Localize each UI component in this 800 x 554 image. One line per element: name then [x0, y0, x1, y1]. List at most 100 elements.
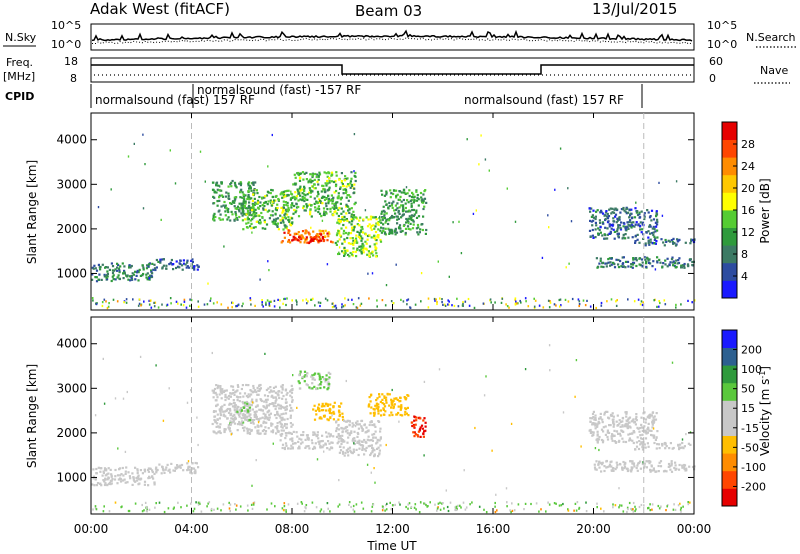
echo-cell [651, 434, 654, 437]
echo-cell [373, 433, 376, 436]
echo-cell [687, 265, 690, 268]
echo-cell [393, 209, 396, 212]
echo-cell [145, 276, 148, 279]
echo-cell [241, 204, 244, 207]
echo-cell [462, 304, 464, 307]
echo-cell [352, 437, 355, 440]
echo-cell [110, 279, 113, 283]
echo-cell [163, 510, 166, 514]
echo-cell [389, 231, 393, 234]
echo-cell [274, 505, 276, 508]
echo-cell [665, 240, 668, 243]
echo-cell [612, 217, 615, 220]
echo-cell [406, 394, 409, 397]
echo-cell [326, 263, 329, 266]
echo-cell [412, 214, 415, 218]
echo-cell [605, 265, 608, 268]
echo-cell [270, 424, 273, 427]
echo-cell [623, 463, 626, 466]
echo-cell [138, 302, 141, 305]
echo-cell [330, 441, 333, 444]
echo-cell [230, 417, 233, 420]
echo-cell [334, 202, 337, 205]
echo-cell [649, 225, 652, 228]
echo-cell [297, 380, 300, 383]
echo-cell [358, 234, 361, 237]
echo-cell [615, 420, 618, 423]
echo-cell [250, 400, 253, 403]
echo-cell [637, 224, 640, 227]
echo-cell [646, 257, 649, 260]
echo-cell [392, 399, 395, 402]
x-tick-label: 00:00 [74, 522, 109, 536]
echo-cell [514, 220, 517, 223]
echo-cell [279, 193, 282, 196]
echo-cell [424, 232, 427, 235]
echo-cell [385, 284, 388, 287]
echo-cell [224, 206, 227, 209]
echo-cell [283, 446, 286, 449]
echo-cell [406, 199, 409, 202]
echo-cell [340, 439, 343, 443]
echo-cell [315, 175, 318, 179]
echo-cell [405, 412, 408, 415]
echo-cell [327, 409, 330, 412]
echo-cell [421, 427, 424, 430]
echo-cell [618, 419, 621, 422]
echo-cell [250, 222, 253, 225]
echo-cell [211, 351, 213, 355]
echo-cell [391, 413, 394, 417]
echo-cell [276, 224, 279, 227]
echo-cell [318, 173, 322, 176]
echo-cell [247, 205, 250, 209]
echo-cell [384, 221, 387, 224]
echo-cell [606, 431, 609, 434]
colorbar-segment [722, 453, 737, 472]
echo-cell [591, 422, 594, 426]
echo-cell [109, 468, 112, 471]
echo-cell [345, 218, 348, 221]
echo-cell [183, 300, 186, 303]
echo-cell [276, 410, 279, 413]
echo-cell [651, 508, 653, 511]
echo-cell [386, 393, 389, 396]
echo-cell [341, 250, 344, 253]
echo-cell [295, 197, 298, 200]
echo-cell [636, 213, 640, 217]
echo-cell [250, 404, 253, 407]
echo-cell [662, 241, 665, 244]
echo-cell [390, 228, 393, 231]
echo-cell [286, 297, 288, 300]
echo-cell [271, 214, 274, 217]
echo-cell [298, 236, 301, 239]
echo-cell [132, 478, 135, 481]
echo-cell [656, 220, 659, 223]
echo-cell [362, 507, 365, 510]
echo-cell [652, 416, 655, 419]
echo-cell [649, 413, 652, 416]
echo-cell [224, 428, 227, 431]
freq-tick-top: 18 [64, 55, 78, 68]
echo-cell [307, 241, 310, 244]
echo-cell [282, 200, 285, 203]
echo-cell [605, 466, 608, 469]
echo-cell [425, 228, 428, 232]
echo-cell [98, 273, 101, 276]
echo-cell [672, 264, 675, 267]
echo-cell [374, 245, 377, 248]
echo-cell [646, 442, 649, 445]
echo-cell [280, 206, 283, 209]
echo-cell [360, 426, 363, 429]
echo-cell [415, 209, 418, 212]
echo-cell [297, 192, 301, 195]
echo-cell [643, 425, 646, 428]
echo-cell [283, 297, 285, 301]
echo-cell [246, 197, 249, 200]
echo-cell [101, 474, 104, 477]
echo-cell [257, 207, 260, 210]
echo-cell [227, 411, 231, 414]
echo-cell [313, 378, 316, 381]
echo-cell [650, 414, 653, 417]
echo-cell [369, 218, 372, 221]
echo-cell [241, 305, 243, 308]
